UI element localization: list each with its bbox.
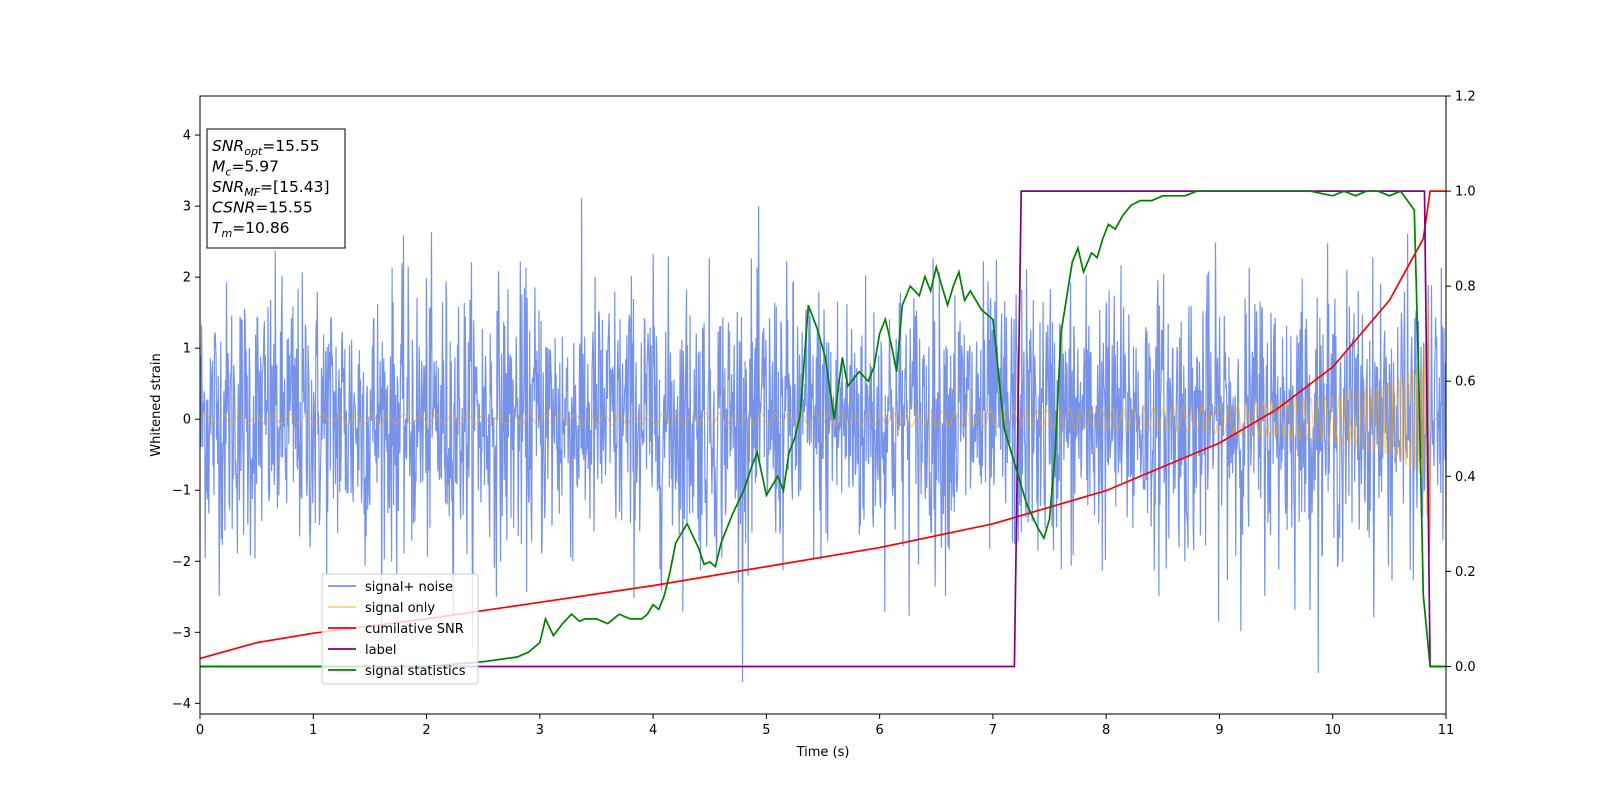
legend-label: label <box>365 643 396 658</box>
legend-label: signal only <box>365 601 435 616</box>
info-line: SNRopt=15.55 <box>212 137 320 158</box>
y-right-tick-label: 1.2 <box>1455 90 1476 105</box>
x-tick-label: 9 <box>1215 723 1223 738</box>
x-axis: 0 1 2 3 4 5 6 7 8 9 10 11 <box>196 714 1454 738</box>
legend-label: signal statistics <box>365 664 466 679</box>
y-left-tick-label: 1 <box>183 342 191 357</box>
x-tick-label: 0 <box>196 723 204 738</box>
y-left-tick-label: 3 <box>183 200 191 215</box>
y-axis-label: Whitened strain <box>149 353 164 456</box>
info-box: SNRopt=15.55Mc=5.97SNRMF=[15.43]CSNR=15.… <box>206 128 346 249</box>
x-tick-label: 3 <box>536 723 544 738</box>
legend-label: cumilative SNR <box>365 622 464 637</box>
y-left-tick-label: −4 <box>172 697 191 712</box>
series-signal-only-line <box>200 303 1446 542</box>
series-signal-statistics-line <box>200 190 1446 668</box>
legend: signal+ noise signal only cumilative SNR la… <box>321 573 479 685</box>
y-right-tick-label: 0.2 <box>1455 565 1476 580</box>
series-signal-noise-line <box>200 198 1446 683</box>
y-left-tick-label: 4 <box>183 129 191 144</box>
y-left-tick-label: −2 <box>172 555 191 570</box>
x-axis-label: Time (s) <box>796 745 850 760</box>
y-right-tick-label: 0.4 <box>1455 470 1476 485</box>
info-box-frame <box>206 128 346 249</box>
x-tick-label: 5 <box>762 723 770 738</box>
x-tick-label: 4 <box>649 723 657 738</box>
y-right-tick-label: 1.0 <box>1455 185 1476 200</box>
x-tick-label: 10 <box>1324 723 1341 738</box>
x-tick-label: 7 <box>989 723 997 738</box>
x-tick-label: 8 <box>1102 723 1110 738</box>
y-right-tick-label: 0.0 <box>1455 660 1476 675</box>
y-left-tick-label: −1 <box>172 484 191 499</box>
x-tick-label: 11 <box>1438 723 1455 738</box>
x-tick-label: 1 <box>309 723 317 738</box>
y-right-tick-label: 0.8 <box>1455 280 1476 295</box>
info-line: Mc=5.97 <box>212 158 279 179</box>
y-axis-right: 0.0 0.2 0.4 0.6 0.8 1.0 1.2 <box>1446 90 1476 675</box>
plot-frame <box>199 95 1447 715</box>
info-line: CSNR=15.55 <box>212 199 313 217</box>
legend-label: signal+ noise <box>365 580 453 595</box>
y-axis-left: −4 −3 −2 −1 0 1 2 3 4 <box>172 129 200 712</box>
y-left-tick-label: −3 <box>172 626 191 641</box>
y-right-tick-label: 0.6 <box>1455 375 1476 390</box>
legend-frame <box>321 573 479 685</box>
x-tick-label: 6 <box>875 723 883 738</box>
y-left-tick-label: 2 <box>183 271 191 286</box>
info-line: Tm=10.86 <box>212 219 290 240</box>
info-line: SNRMF=[15.43] <box>212 178 330 199</box>
y-left-tick-label: 0 <box>183 413 191 428</box>
x-tick-label: 2 <box>422 723 430 738</box>
